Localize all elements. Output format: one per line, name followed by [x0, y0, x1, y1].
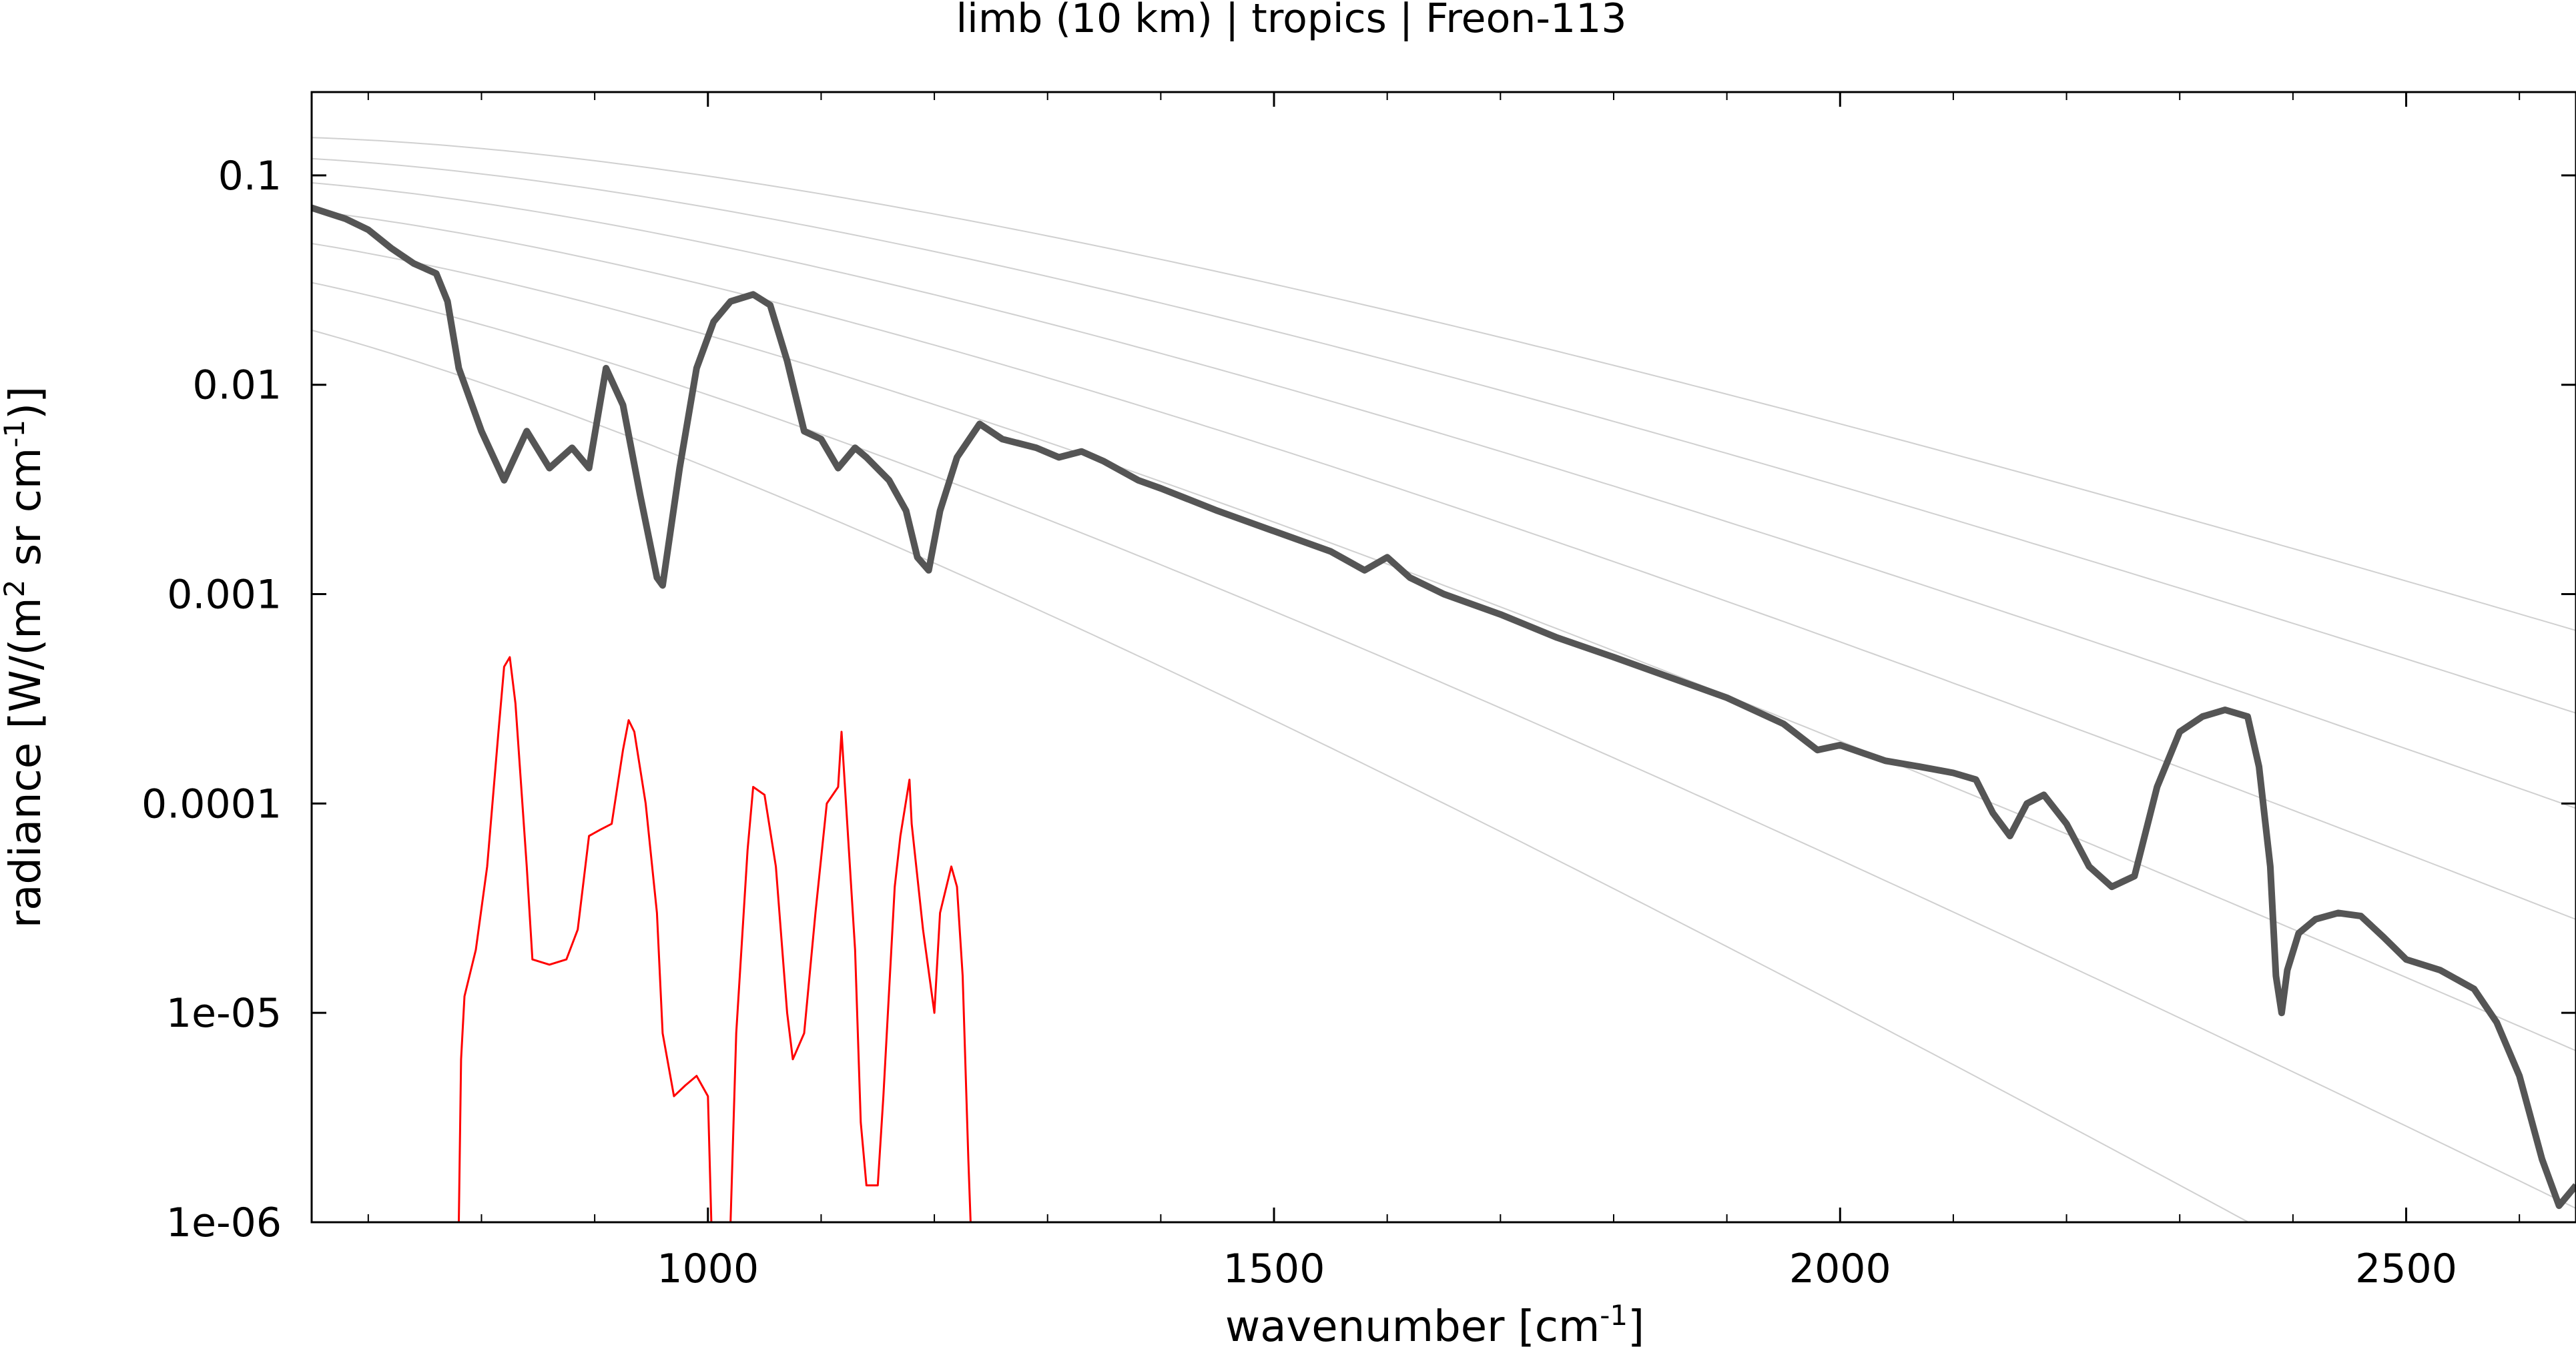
y-tick-label: 0.001 [167, 572, 282, 618]
plot-frame [310, 91, 2576, 1224]
chart-title: limb (10 km) | tropics | Freon-113 [956, 0, 1627, 42]
y-tick-label: 0.1 [218, 153, 282, 199]
reference-curve [312, 329, 2250, 1222]
reference-curve [312, 182, 2576, 809]
x-tick-label: 1500 [1223, 1246, 1325, 1292]
x-tick-label: 2500 [2355, 1246, 2457, 1292]
reference-curves [312, 137, 2576, 1222]
reference-curve [312, 209, 2576, 921]
series-layer [312, 204, 2576, 1222]
y-tick-label: 1e-06 [166, 1200, 282, 1246]
y-tick-label: 0.01 [192, 362, 282, 409]
x-axis: 1000 1500 2000 2500 [367, 92, 2521, 1292]
y-tick-label: 0.0001 [141, 781, 282, 827]
y-axis: 1e-06 1e-05 0.0001 0.001 0.01 0.1 [141, 153, 2576, 1246]
reference-curve [312, 282, 2576, 1210]
reference-curve [312, 243, 2576, 1051]
x-tick-label: 1000 [657, 1246, 759, 1292]
x-axis-label: wavenumber [cm-1] [1225, 1299, 1644, 1352]
y-tick-label: 1e-05 [166, 990, 282, 1037]
x-tick-label: 2000 [1789, 1246, 1891, 1292]
red-spectrum-line [458, 656, 972, 1222]
radiance-spectrum-line [312, 204, 2576, 1210]
reference-curve [312, 137, 2576, 632]
y-axis-label: radiance [W/(m2 sr cm-1)] [0, 386, 51, 928]
reference-curve [312, 157, 2576, 714]
